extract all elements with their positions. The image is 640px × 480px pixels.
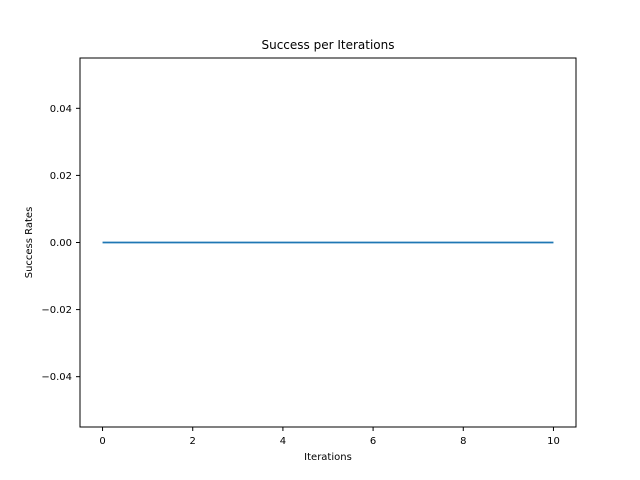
x-tick-label: 0 <box>99 436 105 447</box>
x-tick-label: 8 <box>460 436 466 447</box>
y-tick-label: 0.04 <box>50 104 72 115</box>
x-tick-label: 2 <box>190 436 196 447</box>
y-axis-label: Success Rates <box>24 207 35 279</box>
y-tick-label: −0.02 <box>41 305 72 316</box>
x-tick-label: 10 <box>547 436 560 447</box>
x-tick-label: 4 <box>280 436 286 447</box>
y-tick-label: 0.02 <box>50 171 72 182</box>
y-tick-label: −0.04 <box>41 372 72 383</box>
y-axis: 0.04 0.02 0.00 −0.02 −0.04 <box>41 104 80 383</box>
chart-title: Success per Iterations <box>261 38 394 52</box>
x-axis-label: Iterations <box>304 452 352 463</box>
y-tick-label: 0.00 <box>50 238 72 249</box>
x-tick-label: 6 <box>370 436 376 447</box>
x-axis: 0 2 4 6 8 10 <box>99 427 560 447</box>
